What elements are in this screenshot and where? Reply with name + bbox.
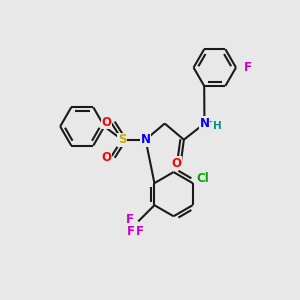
- Text: F: F: [136, 225, 144, 238]
- Text: F: F: [127, 225, 135, 238]
- Text: O: O: [101, 116, 111, 128]
- Text: H: H: [213, 121, 221, 131]
- Text: N: N: [200, 117, 209, 130]
- Text: F: F: [125, 213, 134, 226]
- Text: O: O: [172, 157, 182, 170]
- Text: S: S: [118, 133, 126, 146]
- Text: N: N: [141, 133, 151, 146]
- Text: Cl: Cl: [196, 172, 209, 185]
- Text: F: F: [244, 61, 252, 74]
- Text: O: O: [101, 151, 111, 164]
- Text: -: -: [209, 118, 213, 127]
